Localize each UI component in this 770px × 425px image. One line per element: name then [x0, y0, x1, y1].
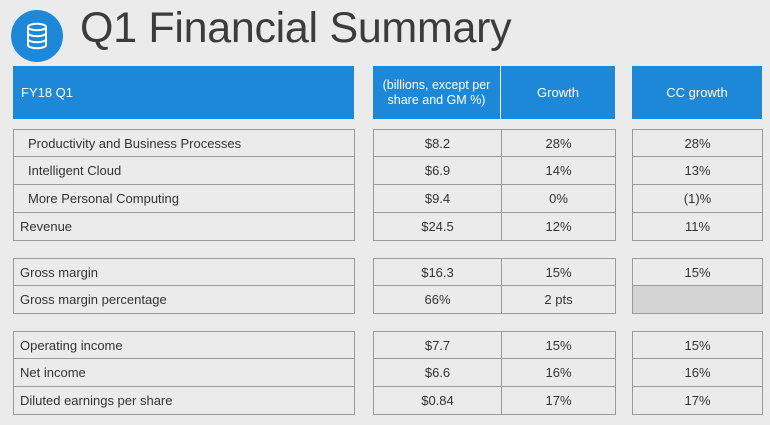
header-cc-growth: CC growth [632, 66, 762, 119]
row-cc-growth: 15% [632, 258, 763, 286]
row-growth: 0% [549, 191, 568, 206]
cc-growth-column-group: 15% [632, 258, 763, 314]
value-growth-column-group: $8.2 28% $6.9 14% $9.4 0% $24.5 12% [373, 129, 616, 241]
database-logo [11, 10, 63, 62]
row-label: Intelligent Cloud [13, 157, 355, 185]
database-icon [27, 22, 47, 50]
header-cc-growth-label: CC growth [666, 85, 728, 100]
header-period: FY18 Q1 [13, 66, 354, 119]
row-cc-growth: 11% [632, 213, 763, 241]
row-value-growth: $9.4 0% [373, 185, 616, 213]
row-growth: 2 pts [544, 292, 573, 307]
row-value: $8.2 [374, 130, 502, 156]
row-value: $0.84 [374, 387, 502, 414]
value-growth-column-group: $7.7 15% $6.6 16% $0.84 17% [373, 331, 616, 415]
row-value: $16.3 [374, 259, 502, 285]
row-growth: 15% [545, 337, 572, 353]
cc-growth-column-group: 15% 16% 17% [632, 331, 763, 415]
row-value: $6.6 [374, 359, 502, 386]
header-period-label: FY18 Q1 [21, 85, 74, 100]
header-growth-label: Growth [537, 85, 579, 100]
label-column-group: Operating income Net income Diluted earnin… [13, 331, 355, 415]
row-cc-growth: 28% [632, 129, 763, 157]
row-value-growth: $7.7 15% [373, 331, 616, 359]
header-value-growth: (billions, except per share and GM %) Gr… [373, 66, 615, 119]
value-growth-column-group: $16.3 15% 66% 2 pts [373, 258, 616, 314]
row-growth: 14% [545, 163, 572, 178]
row-label: Gross margin percentage [13, 286, 355, 314]
row-cc-growth: 15% [632, 331, 763, 359]
row-cc-growth: (1)% [632, 185, 763, 213]
row-cc-growth: 17% [632, 387, 763, 415]
page-title: Q1 Financial Summary [80, 4, 512, 52]
row-label: Operating income [13, 331, 355, 359]
row-value: $9.4 [374, 185, 502, 212]
row-value-growth: $0.84 17% [373, 387, 616, 415]
row-growth: 28% [545, 135, 572, 151]
row-value: $7.7 [374, 332, 502, 358]
row-label: More Personal Computing [13, 185, 355, 213]
row-growth: 12% [545, 219, 572, 234]
cc-growth-column-group: 28% 13% (1)% 11% [632, 129, 763, 241]
row-label: Revenue [13, 213, 355, 241]
row-growth: 15% [545, 264, 572, 280]
row-label: Gross margin [13, 258, 355, 286]
row-growth: 16% [545, 365, 572, 380]
row-value-growth: $6.6 16% [373, 359, 616, 387]
row-cc-growth: 16% [632, 359, 763, 387]
row-cc-growth [632, 286, 763, 314]
row-value-growth: $16.3 15% [373, 258, 616, 286]
row-value-growth: 66% 2 pts [373, 286, 616, 314]
row-value: 66% [374, 286, 502, 313]
row-cc-growth: 13% [632, 157, 763, 185]
row-label: Productivity and Business Processes [13, 129, 355, 157]
row-value: $24.5 [374, 213, 502, 240]
row-growth: 17% [545, 393, 572, 408]
row-value-growth: $24.5 12% [373, 213, 616, 241]
row-label: Net income [13, 359, 355, 387]
row-value: $6.9 [374, 157, 502, 184]
header-units-label: (billions, except per share and GM %) [373, 66, 501, 119]
row-value-growth: $6.9 14% [373, 157, 616, 185]
row-value-growth: $8.2 28% [373, 129, 616, 157]
label-column-group: Gross margin Gross margin percentage [13, 258, 355, 314]
label-column-group: Productivity and Business Processes Intel… [13, 129, 355, 241]
row-label: Diluted earnings per share [13, 387, 355, 415]
